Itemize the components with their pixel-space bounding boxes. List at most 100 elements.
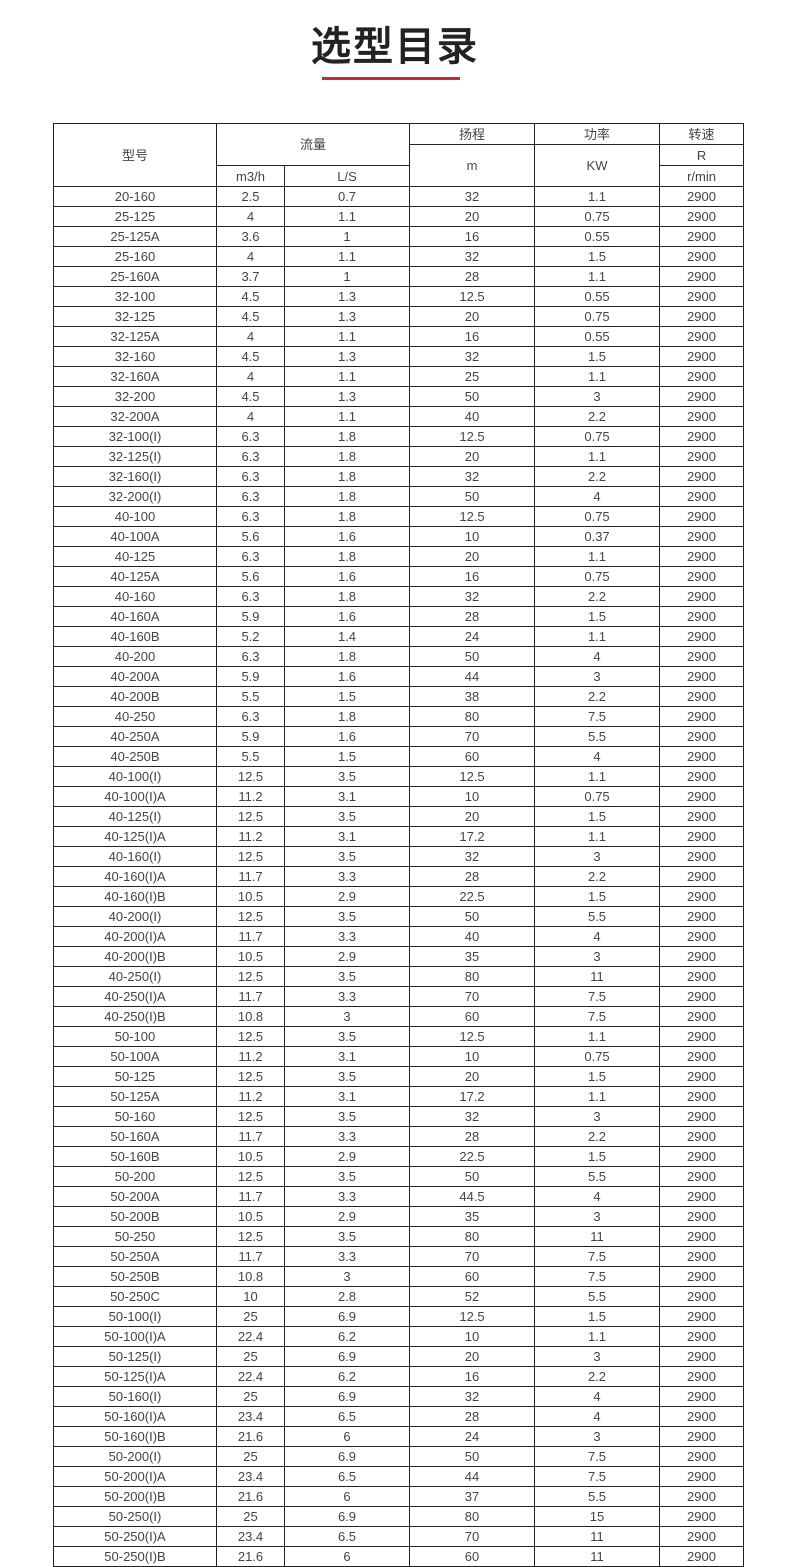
cell-flow-m3h: 25 [216, 1346, 285, 1367]
cell-model: 50-200(I)A [53, 1466, 217, 1487]
table-row: 50-100(I)A 22.4 6.2 10 1.1 2900 [53, 1326, 745, 1347]
cell-speed: 2900 [659, 206, 745, 227]
cell-model: 40-160(I)B [53, 886, 217, 907]
cell-model: 50-160(I) [53, 1386, 217, 1407]
cell-power: 3 [534, 846, 661, 867]
cell-head: 60 [409, 1266, 536, 1287]
cell-model: 32-125 [53, 306, 217, 327]
cell-speed: 2900 [659, 866, 745, 887]
cell-speed: 2900 [659, 1546, 745, 1567]
cell-head: 60 [409, 1006, 536, 1027]
table-row: 40-250A 5.9 1.6 70 5.5 2900 [53, 726, 745, 747]
cell-speed: 2900 [659, 906, 745, 927]
cell-flow-m3h: 10.5 [216, 1206, 285, 1227]
cell-head: 32 [409, 1106, 536, 1127]
cell-speed: 2900 [659, 526, 745, 547]
cell-flow-m3h: 4.5 [216, 386, 285, 407]
cell-flow-m3h: 23.4 [216, 1406, 285, 1427]
cell-flow-m3h: 21.6 [216, 1486, 285, 1507]
cell-speed: 2900 [659, 1006, 745, 1027]
cell-model: 50-100(I)A [53, 1326, 217, 1347]
cell-speed: 2900 [659, 806, 745, 827]
cell-power: 11 [534, 966, 661, 987]
cell-power: 3 [534, 1426, 661, 1447]
cell-flow-ls: 1.6 [283, 566, 411, 587]
cell-model: 40-250A [53, 726, 217, 747]
cell-head: 12.5 [409, 766, 536, 787]
cell-model: 50-100 [53, 1026, 217, 1047]
cell-speed: 2900 [659, 1106, 745, 1127]
cell-power: 5.5 [534, 1166, 661, 1187]
cell-model: 40-160 [53, 586, 217, 607]
table-row: 40-125A 5.6 1.6 16 0.75 2900 [53, 566, 745, 587]
cell-speed: 2900 [659, 726, 745, 747]
cell-power: 4 [534, 746, 661, 767]
cell-flow-ls: 6.2 [283, 1326, 411, 1347]
cell-model: 40-125(I) [53, 806, 217, 827]
cell-flow-m3h: 6.3 [216, 506, 285, 527]
cell-speed: 2900 [659, 406, 745, 427]
cell-head: 20 [409, 306, 536, 327]
cell-head: 10 [409, 786, 536, 807]
table-row: 25-125A 3.6 1 16 0.55 2900 [53, 226, 745, 247]
cell-power: 2.2 [534, 586, 661, 607]
cell-head: 80 [409, 966, 536, 987]
cell-speed: 2900 [659, 1086, 745, 1107]
cell-power: 2.2 [534, 866, 661, 887]
table-row: 50-250A 11.7 3.3 70 7.5 2900 [53, 1246, 745, 1267]
cell-power: 1.5 [534, 346, 661, 367]
cell-flow-m3h: 12.5 [216, 806, 285, 827]
cell-speed: 2900 [659, 846, 745, 867]
cell-speed: 2900 [659, 466, 745, 487]
cell-flow-m3h: 12.5 [216, 846, 285, 867]
cell-head: 16 [409, 566, 536, 587]
cell-flow-m3h: 4 [216, 326, 285, 347]
cell-flow-ls: 3.5 [283, 806, 411, 827]
cell-model: 50-200A [53, 1186, 217, 1207]
cell-power: 1.5 [534, 1066, 661, 1087]
table-row: 50-160(I) 25 6.9 32 4 2900 [53, 1386, 745, 1407]
table-row: 32-200(I) 6.3 1.8 50 4 2900 [53, 486, 745, 507]
cell-head: 25 [409, 366, 536, 387]
cell-flow-ls: 1.3 [283, 386, 411, 407]
cell-flow-m3h: 4 [216, 246, 285, 267]
cell-model: 25-160 [53, 246, 217, 267]
header-head-unit: m [409, 144, 536, 187]
cell-flow-ls: 2.9 [283, 1206, 411, 1227]
table-row: 50-250(I)A 23.4 6.5 70 11 2900 [53, 1526, 745, 1547]
cell-flow-ls: 1.8 [283, 646, 411, 667]
cell-head: 70 [409, 986, 536, 1007]
cell-model: 32-100(I) [53, 426, 217, 447]
cell-speed: 2900 [659, 706, 745, 727]
cell-model: 50-100(I) [53, 1306, 217, 1327]
table-row: 50-160A 11.7 3.3 28 2.2 2900 [53, 1126, 745, 1147]
cell-flow-ls: 1.6 [283, 666, 411, 687]
cell-flow-ls: 1.1 [283, 246, 411, 267]
cell-power: 2.2 [534, 406, 661, 427]
cell-flow-ls: 1.1 [283, 366, 411, 387]
cell-power: 2.2 [534, 1366, 661, 1387]
cell-head: 32 [409, 346, 536, 367]
cell-flow-ls: 3.3 [283, 986, 411, 1007]
cell-flow-m3h: 12.5 [216, 966, 285, 987]
cell-flow-ls: 1.1 [283, 206, 411, 227]
table-row: 25-160A 3.7 1 28 1.1 2900 [53, 266, 745, 287]
cell-model: 50-250(I) [53, 1506, 217, 1527]
cell-flow-ls: 1.6 [283, 526, 411, 547]
table-row: 50-125A 11.2 3.1 17.2 1.1 2900 [53, 1086, 745, 1107]
cell-power: 11 [534, 1226, 661, 1247]
cell-power: 7.5 [534, 1006, 661, 1027]
cell-flow-ls: 3.5 [283, 1226, 411, 1247]
table-row: 32-100(I) 6.3 1.8 12.5 0.75 2900 [53, 426, 745, 447]
cell-head: 28 [409, 866, 536, 887]
cell-power: 0.55 [534, 226, 661, 247]
cell-speed: 2900 [659, 266, 745, 287]
cell-power: 1.1 [534, 1026, 661, 1047]
cell-head: 40 [409, 406, 536, 427]
cell-flow-ls: 1.5 [283, 686, 411, 707]
cell-flow-ls: 1.8 [283, 586, 411, 607]
cell-flow-m3h: 25 [216, 1506, 285, 1527]
cell-flow-m3h: 3.6 [216, 226, 285, 247]
cell-flow-ls: 6.9 [283, 1306, 411, 1327]
cell-model: 40-200(I)B [53, 946, 217, 967]
